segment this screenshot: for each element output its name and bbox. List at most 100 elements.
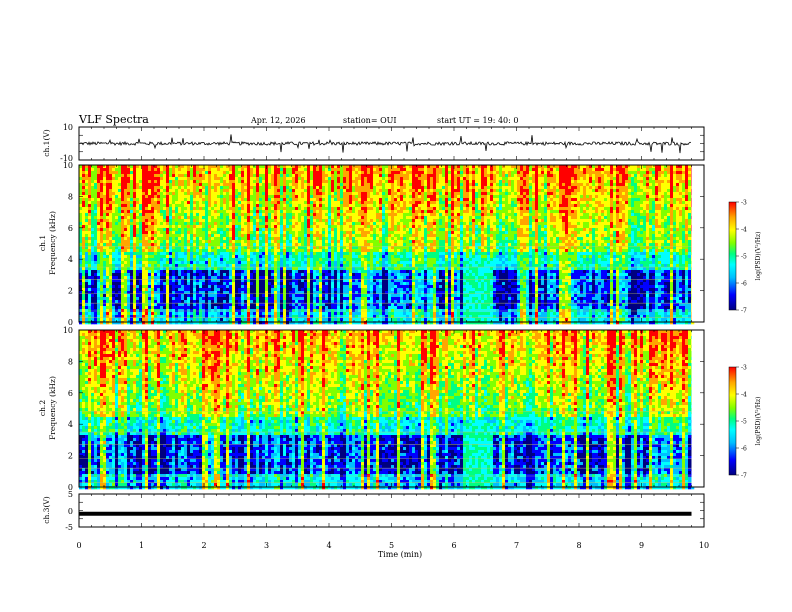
ch1-spec-cell bbox=[184, 321, 188, 325]
ch1-spec-cell bbox=[199, 171, 203, 175]
ch1-spec-cell bbox=[133, 315, 137, 319]
ch1-spec-cell bbox=[109, 225, 113, 229]
ch1-spec-cell bbox=[124, 192, 128, 196]
ch1-spec-cell bbox=[235, 240, 239, 244]
ch1-spec-cell bbox=[88, 285, 92, 289]
ch1-spec-cell bbox=[166, 270, 170, 274]
ch1-spec-cell bbox=[307, 309, 311, 313]
ch1-spec-cell bbox=[166, 282, 170, 286]
ch1-spec-cell bbox=[226, 294, 230, 298]
ch1-spec-cell bbox=[307, 174, 311, 178]
ch1-spec-cell bbox=[127, 249, 131, 253]
ch1-spec-cell bbox=[172, 177, 176, 181]
ch1-spec-cell bbox=[202, 186, 206, 190]
ch1-spec-cell bbox=[82, 225, 86, 229]
ch1-spec-cell bbox=[274, 177, 278, 181]
ch1-spec-cell bbox=[238, 282, 242, 286]
ch1-spec-cell bbox=[262, 204, 266, 208]
ch1-spec-cell bbox=[220, 210, 224, 214]
ch1-spec-cell bbox=[250, 222, 254, 226]
ch1-spec-cell bbox=[196, 255, 200, 259]
ch1-spec-cell bbox=[262, 180, 266, 184]
ch1-spec-cell bbox=[208, 207, 212, 211]
ch1-spec-cell bbox=[274, 171, 278, 175]
ch1-spec-cell bbox=[139, 165, 143, 169]
ch1-spec-cell bbox=[322, 183, 326, 187]
ch1-spec-cell bbox=[97, 207, 101, 211]
ch1-spec-cell bbox=[196, 186, 200, 190]
ch1-spec-cell bbox=[175, 189, 179, 193]
ch1-spec-cell bbox=[187, 204, 191, 208]
ch1-spec-cell bbox=[226, 189, 230, 193]
ch1-spec-cell bbox=[319, 228, 323, 232]
ch1-spec-cell bbox=[109, 246, 113, 250]
ch1-spec-cell bbox=[241, 174, 245, 178]
ch1-spec-cell bbox=[262, 315, 266, 319]
ch1-spec-cell bbox=[334, 228, 338, 232]
ch1-spec-cell bbox=[100, 192, 104, 196]
ch1-spec-cell bbox=[313, 321, 317, 325]
ch1-spec-cell bbox=[337, 315, 341, 319]
ch1-spec-cell bbox=[349, 198, 353, 202]
ch1-spec-cell bbox=[85, 309, 89, 313]
ch1-spec-cell bbox=[256, 210, 260, 214]
ch1-spec-cell bbox=[199, 198, 203, 202]
ch1-spec-cell bbox=[235, 270, 239, 274]
ch1-spec-cell bbox=[229, 255, 233, 259]
ch1-spec-cell bbox=[322, 303, 326, 307]
ch1-spec-cell bbox=[325, 279, 329, 283]
ch1-spec-cell bbox=[130, 237, 134, 241]
ch1-spec-cell bbox=[175, 300, 179, 304]
ch1-spec-cell bbox=[202, 279, 206, 283]
ch1-spec-cell bbox=[91, 261, 95, 265]
ch1-spec-cell bbox=[334, 270, 338, 274]
ch1-spec-cell bbox=[85, 321, 89, 325]
ch1-spec-column bbox=[133, 165, 137, 325]
ch1-spec-cell bbox=[328, 285, 332, 289]
ch1-spec-cell bbox=[322, 306, 326, 310]
ch1-spec-cell bbox=[193, 228, 197, 232]
ch1-spec-cell bbox=[328, 234, 332, 238]
ch1-spec-cell bbox=[319, 255, 323, 259]
ch1-spec-cell bbox=[127, 210, 131, 214]
ch1-spec-cell bbox=[226, 219, 230, 223]
ch1-spec-cell bbox=[127, 291, 131, 295]
ch1-spec-cell bbox=[124, 249, 128, 253]
ch1-spec-cell bbox=[163, 255, 167, 259]
ch1-spec-cell bbox=[157, 294, 161, 298]
ch1-spec-cell bbox=[331, 291, 335, 295]
ch1-spec-cell bbox=[289, 240, 293, 244]
ch1-spec-cell bbox=[259, 279, 263, 283]
ch1-spec-cell bbox=[142, 252, 146, 256]
ch1-spec-cell bbox=[130, 180, 134, 184]
ch1-spec-cell bbox=[208, 264, 212, 268]
ch1-spec-cell bbox=[280, 249, 284, 253]
ch1-spec-cell bbox=[169, 315, 173, 319]
ch1-spec-cell bbox=[106, 210, 110, 214]
ch1-spec-cell bbox=[133, 249, 137, 253]
ch1-spec-cell bbox=[166, 225, 170, 229]
ch1-spec-cell bbox=[208, 288, 212, 292]
ch1-spec-cell bbox=[238, 309, 242, 313]
ch1-spec-cell bbox=[334, 258, 338, 262]
ch1-spec-cell bbox=[130, 165, 134, 169]
ch1-spec-cell bbox=[244, 186, 248, 190]
ch1-spec-cell bbox=[88, 219, 92, 223]
ch1-spec-cell bbox=[346, 189, 350, 193]
ch1-spec-cell bbox=[169, 201, 173, 205]
ch1-spec-cell bbox=[172, 204, 176, 208]
ch1-spec-cell bbox=[106, 237, 110, 241]
ch1-spec-cell bbox=[163, 312, 167, 316]
ch1-spec-cell bbox=[199, 192, 203, 196]
ch1-spec-cell bbox=[142, 225, 146, 229]
ch1-spec-cell bbox=[157, 168, 161, 172]
ch1-spec-cell bbox=[160, 177, 164, 181]
ch1-spec-cell bbox=[328, 177, 332, 181]
ch1-spec-cell bbox=[316, 213, 320, 217]
ch1-spec-cell bbox=[169, 204, 173, 208]
ch1-spec-cell bbox=[100, 309, 104, 313]
ch1-spec-cell bbox=[307, 300, 311, 304]
ch1-spec-cell bbox=[127, 279, 131, 283]
ch1-spec-cell bbox=[262, 231, 266, 235]
ch1-spec-cell bbox=[205, 315, 209, 319]
